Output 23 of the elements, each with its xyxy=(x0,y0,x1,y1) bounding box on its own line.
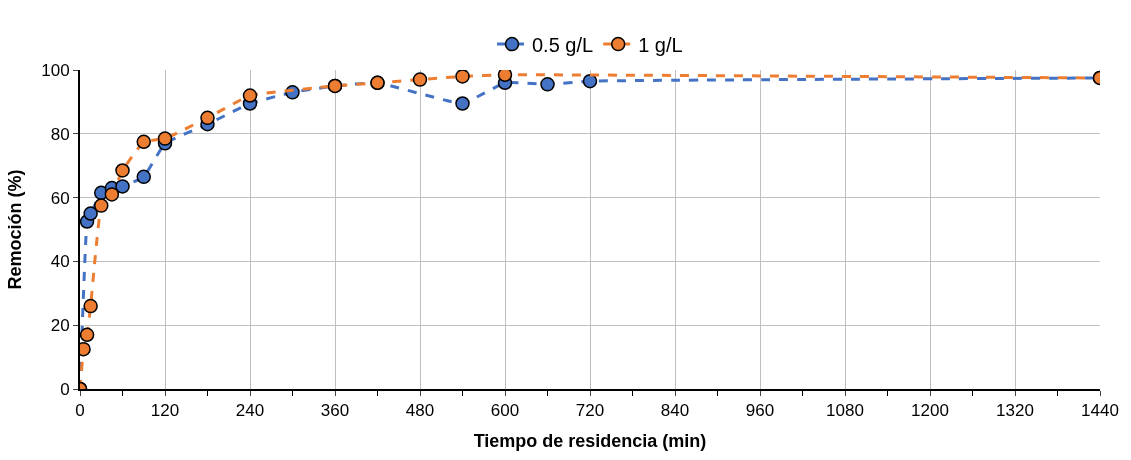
legend-label: 0.5 g/L xyxy=(532,33,594,56)
x-tick-label: 480 xyxy=(405,401,435,421)
x-tick-label: 1080 xyxy=(826,401,864,421)
y-tick-label: 80 xyxy=(50,124,70,144)
x-axis-title: Tiempo de residencia (min) xyxy=(473,431,707,451)
x-tick-label: 840 xyxy=(660,401,690,421)
x-tick-label: 720 xyxy=(575,401,605,421)
x-tick-label: 360 xyxy=(320,401,350,421)
x-tick-label: 1320 xyxy=(996,401,1034,421)
x-tick-label: 120 xyxy=(150,401,180,421)
x-tick-label: 240 xyxy=(235,401,265,421)
y-tick-label: 60 xyxy=(50,188,70,208)
y-tick-label: 20 xyxy=(50,316,70,336)
y-tick-label: 40 xyxy=(50,252,70,272)
x-tick-label: 960 xyxy=(745,401,775,421)
legend-label: 1 g/L xyxy=(638,33,683,56)
x-tick-label: 1440 xyxy=(1081,401,1119,421)
x-tick-label: 1200 xyxy=(911,401,949,421)
x-tick-label: 600 xyxy=(490,401,520,421)
x-tick-label: 0 xyxy=(75,401,85,421)
y-tick-label: 0 xyxy=(60,379,70,399)
y-axis-title: Remoción (%) xyxy=(4,169,25,290)
y-tick-label: 100 xyxy=(41,60,70,80)
